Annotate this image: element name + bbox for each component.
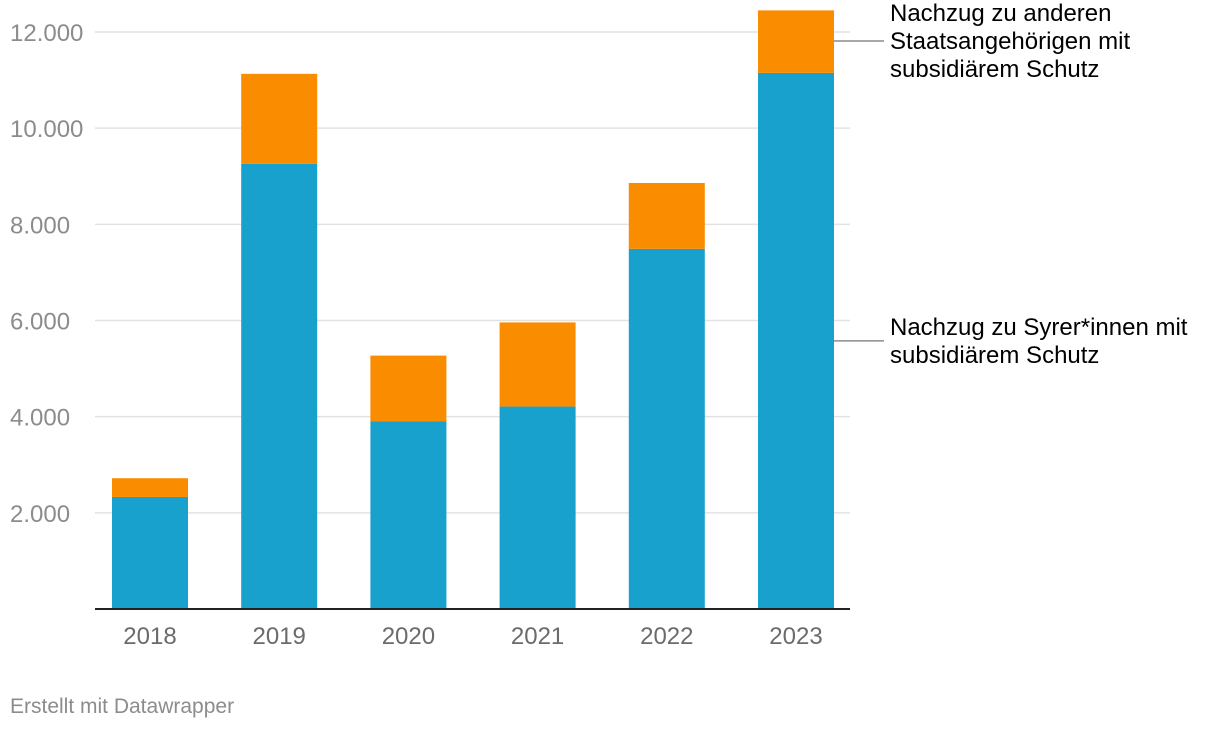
series-label-andere: Nachzug zu anderen xyxy=(890,0,1111,27)
x-tick-label: 2020 xyxy=(382,623,435,650)
x-axis-ticks: 2018 2019 2020 2021 2022 2023 xyxy=(123,623,822,650)
bar-segment-syrer xyxy=(241,163,318,609)
y-axis-ticks: 2.000 4.000 6.000 8.000 10.000 12.000 xyxy=(10,20,83,528)
bar-segment-syrer xyxy=(758,72,834,609)
bar-segment-andere xyxy=(758,10,834,73)
bar-segment-syrer xyxy=(499,406,576,609)
gridlines xyxy=(95,31,850,514)
series-label-andere: subsidiärem Schutz xyxy=(890,56,1099,83)
bars xyxy=(112,10,834,609)
credit-text: Erstellt mit Datawrapper xyxy=(10,695,235,718)
x-tick-label: 2022 xyxy=(640,623,693,650)
bar-segment-andere xyxy=(112,478,188,497)
y-tick-label: 10.000 xyxy=(10,116,83,143)
bar-segment-andere xyxy=(370,355,447,422)
series-label-andere: Staatsangehörigen mit xyxy=(890,28,1130,55)
x-tick-label: 2019 xyxy=(253,623,306,650)
y-tick-label: 2.000 xyxy=(10,501,70,528)
bar-segment-syrer xyxy=(112,496,188,609)
y-tick-label: 8.000 xyxy=(10,212,70,239)
bar-segment-andere xyxy=(241,73,318,164)
series-label-syrer: Nachzug zu Syrer*innen mit xyxy=(890,314,1188,341)
x-tick-label: 2018 xyxy=(123,623,176,650)
y-tick-label: 6.000 xyxy=(10,309,70,336)
series-label-syrer: subsidiärem Schutz xyxy=(890,342,1099,369)
y-tick-label: 12.000 xyxy=(10,20,83,47)
bar-segment-andere xyxy=(499,322,576,407)
bar-segment-syrer xyxy=(370,421,447,609)
bar-segment-andere xyxy=(628,182,705,249)
bar-segment-syrer xyxy=(628,248,705,609)
x-tick-label: 2023 xyxy=(769,623,822,650)
y-tick-label: 4.000 xyxy=(10,405,70,432)
x-tick-label: 2021 xyxy=(511,623,564,650)
